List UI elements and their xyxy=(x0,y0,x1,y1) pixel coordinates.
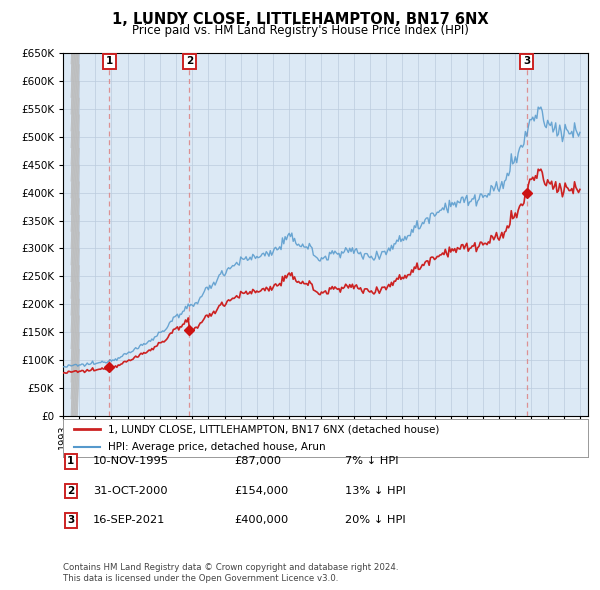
Text: £154,000: £154,000 xyxy=(234,486,288,496)
Text: 16-SEP-2021: 16-SEP-2021 xyxy=(93,516,166,525)
Text: Price paid vs. HM Land Registry's House Price Index (HPI): Price paid vs. HM Land Registry's House … xyxy=(131,24,469,37)
Text: £400,000: £400,000 xyxy=(234,516,288,525)
Text: 3: 3 xyxy=(523,57,530,67)
Text: 31-OCT-2000: 31-OCT-2000 xyxy=(93,486,167,496)
Text: Contains HM Land Registry data © Crown copyright and database right 2024.: Contains HM Land Registry data © Crown c… xyxy=(63,563,398,572)
Text: HPI: Average price, detached house, Arun: HPI: Average price, detached house, Arun xyxy=(107,442,325,452)
Text: £87,000: £87,000 xyxy=(234,457,281,466)
Text: 20% ↓ HPI: 20% ↓ HPI xyxy=(345,516,406,525)
Text: 3: 3 xyxy=(67,516,74,525)
Text: 10-NOV-1995: 10-NOV-1995 xyxy=(93,457,169,466)
Text: 1: 1 xyxy=(67,457,74,466)
Text: 1, LUNDY CLOSE, LITTLEHAMPTON, BN17 6NX (detached house): 1, LUNDY CLOSE, LITTLEHAMPTON, BN17 6NX … xyxy=(107,424,439,434)
Text: 1, LUNDY CLOSE, LITTLEHAMPTON, BN17 6NX: 1, LUNDY CLOSE, LITTLEHAMPTON, BN17 6NX xyxy=(112,12,488,27)
Text: 2: 2 xyxy=(67,486,74,496)
Text: 13% ↓ HPI: 13% ↓ HPI xyxy=(345,486,406,496)
Text: This data is licensed under the Open Government Licence v3.0.: This data is licensed under the Open Gov… xyxy=(63,574,338,583)
Text: 2: 2 xyxy=(186,57,193,67)
Text: 7% ↓ HPI: 7% ↓ HPI xyxy=(345,457,398,466)
Text: 1: 1 xyxy=(106,57,113,67)
